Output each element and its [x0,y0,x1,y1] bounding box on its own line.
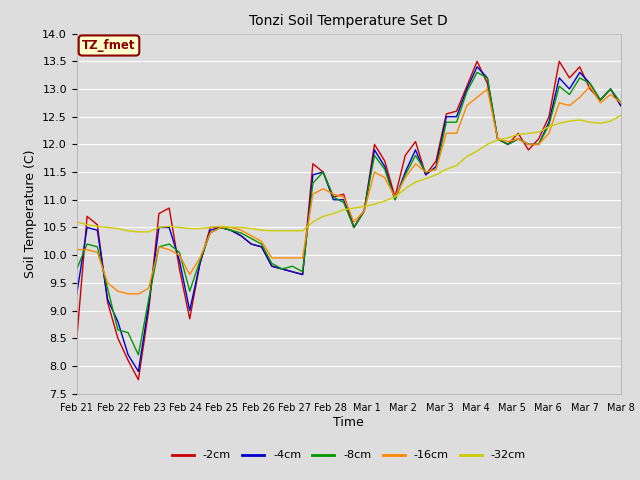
Title: Tonzi Soil Temperature Set D: Tonzi Soil Temperature Set D [250,14,448,28]
Text: TZ_fmet: TZ_fmet [82,39,136,52]
Y-axis label: Soil Temperature (C): Soil Temperature (C) [24,149,36,278]
Legend: -2cm, -4cm, -8cm, -16cm, -32cm: -2cm, -4cm, -8cm, -16cm, -32cm [167,446,531,465]
X-axis label: Time: Time [333,416,364,429]
